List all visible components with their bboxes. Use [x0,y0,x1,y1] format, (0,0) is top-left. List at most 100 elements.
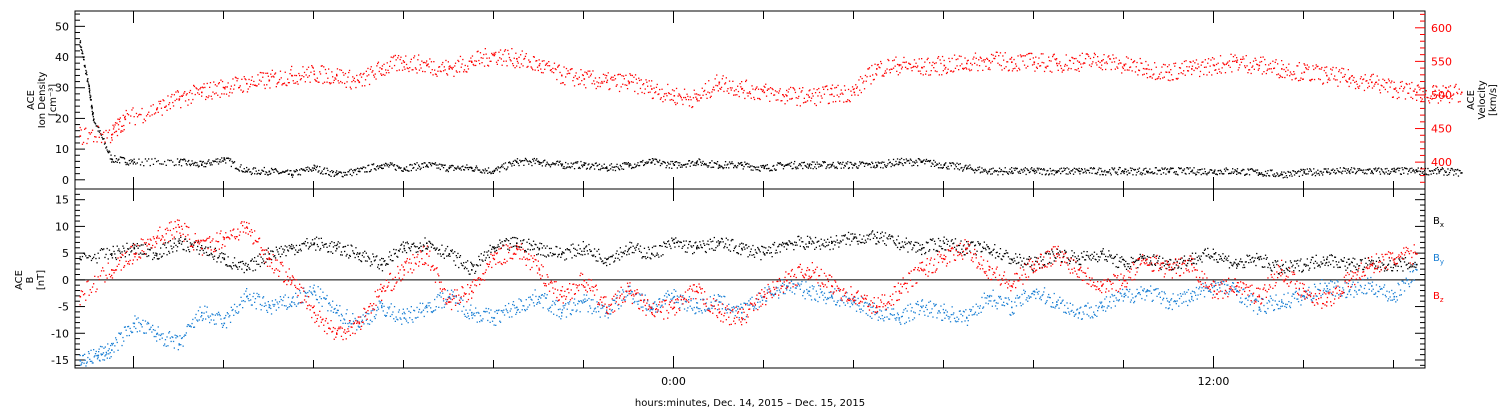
velocity-point [722,75,724,77]
density-point [649,159,651,161]
density-point [1155,167,1157,169]
velocity-point [1030,52,1032,54]
bx-point [389,259,392,261]
density-point [123,157,125,159]
density-point [820,164,822,166]
bx-point [418,247,420,250]
velocity-point [763,85,765,87]
velocity-point [1245,55,1247,57]
density-point [349,173,351,175]
bx-point [1009,258,1011,260]
bx-point [117,250,119,252]
density-point [194,161,196,164]
bx-point [1048,253,1050,255]
bx-point [264,253,266,255]
density-point [1418,170,1420,172]
density-point [503,167,506,170]
velocity-point [648,80,650,82]
velocity-point [280,77,282,79]
density-point [1387,173,1389,175]
density-point [674,161,676,163]
velocity-point [501,64,503,66]
density-point [1233,171,1235,173]
velocity-point [994,57,996,60]
density-point [89,94,91,96]
velocity-point [131,109,133,111]
velocity-point [1417,84,1419,86]
density-point [199,160,201,162]
density-point [504,162,507,164]
density-point [369,170,372,172]
velocity-point [547,65,549,67]
density-point [1448,173,1450,176]
density-point [1170,168,1173,170]
density-point [959,163,961,165]
density-point [930,165,932,167]
velocity-point [867,68,869,70]
velocity-point [743,89,745,92]
density-point [509,162,511,164]
velocity-point [1154,78,1157,81]
bx-point [279,256,282,258]
bx-point [377,266,379,268]
bx-point [734,246,736,248]
bx-point [488,256,490,259]
velocity-point [959,65,961,67]
density-point [1454,169,1456,171]
velocity-point [186,93,188,95]
velocity-point [569,72,571,75]
density-point [1395,171,1397,173]
density-point [863,165,866,167]
density-point [900,162,902,164]
velocity-point [1200,64,1202,66]
velocity-point [218,82,220,84]
density-point [1081,169,1083,171]
velocity-point [1101,69,1104,71]
velocity-point [1346,81,1349,83]
velocity-point [272,75,274,77]
density-point [80,48,82,51]
bx-point [479,259,481,261]
bx-point [253,260,255,262]
velocity-point [172,101,174,104]
velocity-point [1453,86,1456,89]
velocity-point [561,82,564,84]
bx-point [97,252,99,254]
velocity-point [1168,64,1170,66]
density-point [205,163,208,165]
velocity-point [852,88,854,91]
velocity-point [935,62,937,64]
density-point [847,167,850,170]
velocity-point [693,89,695,91]
density-point [518,164,520,167]
density-point [745,163,748,165]
velocity-point [527,65,529,68]
density-point [364,167,367,169]
velocity-point [720,88,722,90]
density-point [1313,168,1315,170]
velocity-point [1160,71,1162,74]
bx-point [784,242,786,244]
velocity-point [606,75,608,77]
density-point [630,167,633,170]
velocity-point [928,74,930,76]
bx-point [619,247,621,249]
bx-point [912,247,914,249]
velocity-point [496,63,498,65]
bx-point [822,243,824,245]
density-point [755,169,757,171]
velocity-point [796,104,798,106]
bx-point [767,249,769,251]
density-point [775,169,777,171]
density-point [729,163,732,165]
density-point [1375,170,1378,172]
bx-point [926,242,928,244]
density-point [588,163,590,165]
velocity-point [476,51,478,53]
velocity-point [164,106,167,108]
density-point [105,147,107,149]
density-point [1112,168,1114,170]
density-point [713,162,715,164]
velocity-point [917,65,919,67]
density-point [683,164,685,166]
